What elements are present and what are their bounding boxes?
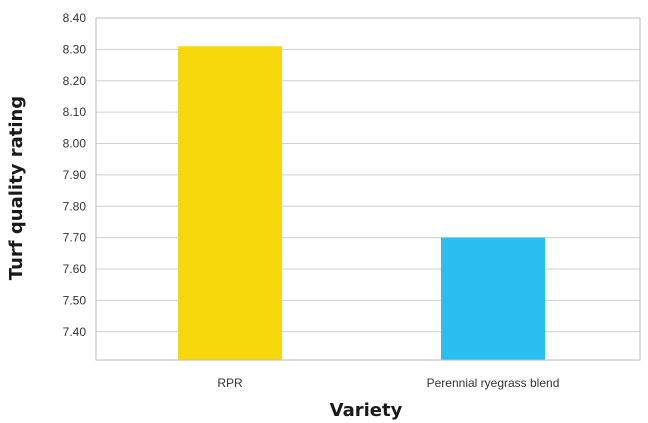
- y-tick-label: 7.70: [63, 231, 87, 245]
- y-tick-label: 8.20: [63, 74, 87, 88]
- bar-1: [178, 46, 282, 361]
- y-tick-label: 7.50: [63, 293, 87, 307]
- y-tick-label: 8.10: [63, 105, 87, 119]
- x-axis-title: Variety: [330, 400, 403, 421]
- y-tick-label: 7.80: [63, 199, 87, 213]
- y-axis-title: Turf quality rating: [6, 96, 27, 280]
- bars: [178, 46, 545, 361]
- y-tick-labels: 8.40 8.30 8.20 8.10 8.00 7.90 7.80 7.70 7.60 7.50…: [63, 11, 87, 339]
- x-tick-label: RPR: [217, 376, 243, 390]
- y-tick-label: 8.30: [63, 42, 87, 56]
- y-tick-label: 7.40: [63, 325, 87, 339]
- y-tick-label: 7.90: [63, 168, 87, 182]
- y-tick-label: 7.60: [63, 262, 87, 276]
- x-tick-labels: RPR Perennial ryegrass blend: [217, 376, 559, 390]
- bar-2: [441, 237, 545, 360]
- gridlines: [96, 17, 640, 333]
- x-tick-label: Perennial ryegrass blend: [427, 376, 560, 390]
- y-tick-label: 8.40: [63, 11, 87, 25]
- y-tick-label: 8.00: [63, 137, 87, 151]
- plot-frame: [95, 17, 641, 361]
